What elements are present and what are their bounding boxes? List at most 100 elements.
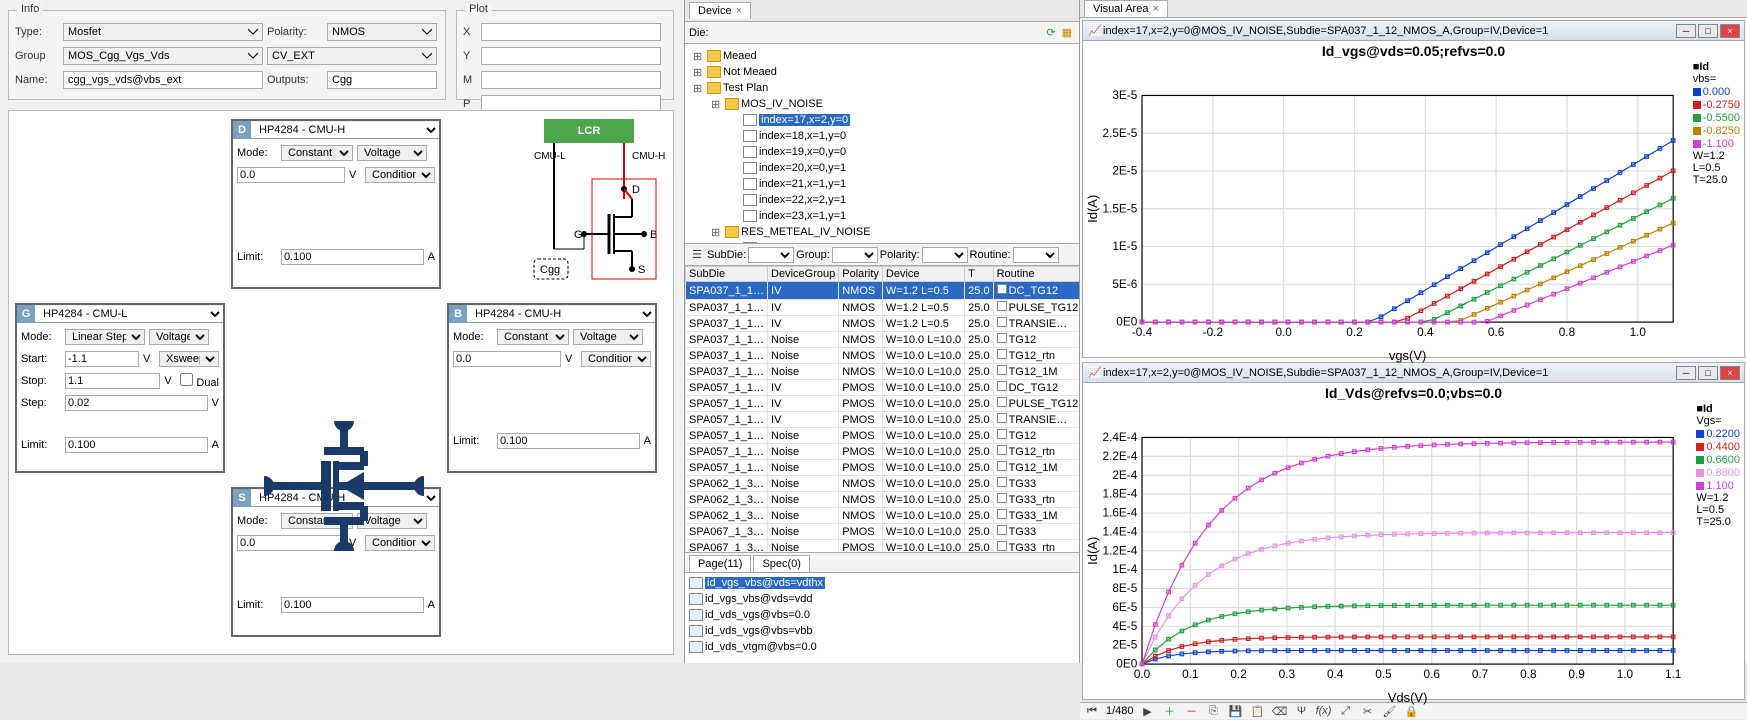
b-limit[interactable] (497, 433, 640, 449)
table-row[interactable]: SPA057_1_1…IVPMOSW=10.0 L=10.025.0PULSE_… (686, 396, 1080, 412)
page-tab[interactable]: Page(11) (689, 555, 751, 572)
table-row[interactable]: SPA057_1_1…NoisePMOSW=10.0 L=10.025.0TG1… (686, 428, 1080, 444)
table-row[interactable]: SPA057_1_1…NoisePMOSW=10.0 L=10.025.0TG1… (686, 444, 1080, 460)
col-header[interactable]: DeviceGroup (768, 267, 839, 282)
refresh-icon[interactable]: ⟳ (1043, 25, 1059, 41)
g-step[interactable] (65, 395, 208, 411)
table-row[interactable]: SPA067_1_3…NoisePMOSW=10.0 L=10.025.0TG3… (686, 540, 1080, 554)
page-item[interactable]: id_vds_vgs@vbs=vbb (689, 623, 1075, 639)
d-mode[interactable]: Constant (281, 145, 353, 161)
polarity-filter[interactable] (922, 247, 968, 263)
tree-item[interactable]: index=20,x=0,y=1 (689, 160, 1075, 176)
close-icon[interactable]: × (736, 5, 742, 17)
terminal-d: DHP4284 - CMU-H Mode:ConstantVoltage VCo… (231, 119, 441, 289)
svg-text:0E0: 0E0 (1116, 315, 1137, 329)
col-header[interactable]: Routine (993, 267, 1079, 282)
d-vtype[interactable]: Voltage (357, 145, 427, 161)
name-input[interactable] (63, 71, 263, 89)
tree-item[interactable]: ⊞ Test Plan (689, 80, 1075, 96)
svg-text:2.5E-5: 2.5E-5 (1103, 126, 1138, 140)
filter-icon[interactable]: ☰ (689, 247, 705, 263)
chart2-plot[interactable]: 0.00.10.20.30.40.50.60.70.80.91.01.10E02… (1083, 401, 1744, 717)
minimize-icon[interactable]: ─ (1676, 24, 1696, 38)
table-row[interactable]: SPA037_1_1…NoiseNMOSW=10.0 L=10.025.0TG1… (686, 332, 1080, 348)
g-stop[interactable] (65, 373, 160, 389)
tree-item[interactable]: ⊞ MOS_IV_NOISE (689, 96, 1075, 112)
table-row[interactable]: SPA037_1_1…IVNMOSW=1.2 L=0.525.0TRANSIE… (686, 316, 1080, 332)
term-g-inst[interactable]: HP4284 - CMU-L (35, 306, 223, 322)
col-header[interactable]: T (965, 267, 993, 282)
col-header[interactable]: Device (882, 267, 964, 282)
page-item[interactable]: id_vds_vtgm@vbs=0.0 (689, 639, 1075, 655)
device-tree[interactable]: ⊞ Meaed⊞ Not Meaed⊞ Test Plan⊞ MOS_IV_NO… (685, 44, 1079, 244)
svg-text:1.5E-5: 1.5E-5 (1103, 201, 1138, 215)
x-input[interactable] (481, 23, 661, 41)
page-list[interactable]: id_vgs_vbs@vds=vdthxid_vgs_vbs@vds=vddid… (685, 573, 1079, 663)
page-item[interactable]: id_vds_vgs@vbs=0.0 (689, 607, 1075, 623)
subdie-filter[interactable] (748, 247, 794, 263)
table-row[interactable]: SPA037_1_1…IVNMOSW=1.2 L=0.525.0DC_TG12 (686, 282, 1080, 300)
svg-text:0.2: 0.2 (1230, 667, 1246, 681)
table-row[interactable]: SPA062_1_3…NoiseNMOSW=10.0 L=10.025.0TG3… (686, 476, 1080, 492)
m-input[interactable] (481, 71, 661, 89)
g-sweep[interactable]: Xsweep (159, 351, 219, 367)
tree-item[interactable]: ⊞ RES_METEAL_IV_NOISE (689, 224, 1075, 240)
close-icon[interactable]: × (1720, 24, 1740, 38)
table-row[interactable]: SPA057_1_1…IVPMOSW=10.0 L=10.025.0DC_TG1… (686, 380, 1080, 396)
group-filter[interactable] (832, 247, 878, 263)
g-limit[interactable] (65, 437, 208, 453)
table-row[interactable]: SPA057_1_1…IVPMOSW=10.0 L=10.025.0TRANSI… (686, 412, 1080, 428)
tree-item[interactable]: index=18,x=1,y=0 (689, 128, 1075, 144)
outputs-input[interactable] (327, 71, 437, 89)
table-row[interactable]: SPA067_1_3…NoisePMOSW=10.0 L=10.025.0TG3… (686, 524, 1080, 540)
b-cond[interactable]: Condition (581, 351, 651, 367)
spec-tab[interactable]: Spec(0) (753, 555, 810, 572)
b-value[interactable] (453, 351, 561, 367)
d-limit[interactable] (281, 249, 424, 265)
tree-item[interactable]: index=19,x=0,y=0 (689, 144, 1075, 160)
term-d-inst[interactable]: HP4284 - CMU-H (251, 122, 439, 138)
tree-item[interactable]: ⊞ Not Meaed (689, 64, 1075, 80)
y-input[interactable] (481, 47, 661, 65)
device-tab[interactable]: Device× (689, 2, 751, 19)
term-b-inst[interactable]: HP4284 - CMU-H (467, 306, 655, 322)
close-icon[interactable]: × (1152, 3, 1158, 15)
group-select[interactable]: MOS_Cgg_Vgs_Vds (63, 47, 263, 65)
type-select[interactable]: Mosfet (63, 23, 263, 41)
table-row[interactable]: SPA037_1_1…IVNMOSW=1.2 L=0.525.0PULSE_TG… (686, 300, 1080, 316)
group2-select[interactable]: CV_EXT (267, 47, 437, 65)
d-cond[interactable]: Condition (365, 167, 435, 183)
polarity-select[interactable]: NMOS (327, 23, 437, 41)
page-item[interactable]: id_vgs_vbs@vds=vdthx (689, 575, 1075, 591)
table-row[interactable]: SPA037_1_1…NoiseNMOSW=10.0 L=10.025.0TG1… (686, 364, 1080, 380)
tree-item[interactable]: index=23,x=1,y=1 (689, 208, 1075, 224)
chart1-plot[interactable]: -0.4-0.20.00.20.40.60.81.00E05E-61E-51.5… (1083, 59, 1744, 375)
b-mode[interactable]: Constant (497, 329, 569, 345)
d-value[interactable] (237, 167, 345, 183)
col-header[interactable]: SubDie (686, 267, 768, 282)
tree-item[interactable]: ⊞ Meaed (689, 48, 1075, 64)
g-mode[interactable]: Linear Step (65, 329, 145, 345)
table-row[interactable]: SPA062_1_3…NoiseNMOSW=10.0 L=10.025.0TG3… (686, 492, 1080, 508)
g-vtype[interactable]: Voltage (149, 329, 209, 345)
g-start[interactable] (65, 351, 139, 367)
tree-item[interactable]: index=17,x=2,y=0 (689, 112, 1075, 128)
tree-item[interactable]: index=21,x=1,y=1 (689, 176, 1075, 192)
device-table[interactable]: SubDieDeviceGroupPolarityDeviceTRoutineQ… (685, 266, 1079, 553)
visual-tab[interactable]: Visual Area× (1084, 0, 1168, 17)
col-header[interactable]: Polarity (839, 267, 883, 282)
page-item[interactable]: id_vgs_vbs@vds=vdd (689, 591, 1075, 607)
b-vtype[interactable]: Voltage (573, 329, 643, 345)
table-row[interactable]: SPA062_1_3…NoiseNMOSW=10.0 L=10.025.0TG3… (686, 508, 1080, 524)
table-row[interactable]: SPA057_1_1…NoisePMOSW=10.0 L=10.025.0TG1… (686, 460, 1080, 476)
terminal-g: GHP4284 - CMU-L Mode:Linear StepVoltage … (15, 303, 225, 473)
grid-icon[interactable]: ▦ (1059, 25, 1075, 41)
maximize-icon[interactable]: □ (1698, 24, 1718, 38)
svg-text:4E-5: 4E-5 (1112, 619, 1137, 633)
svg-text:1.2E-4: 1.2E-4 (1103, 543, 1138, 557)
table-row[interactable]: SPA037_1_1…NoiseNMOSW=10.0 L=10.025.0TG1… (686, 348, 1080, 364)
tree-item[interactable]: index=22,x=2,y=1 (689, 192, 1075, 208)
g-dual[interactable]: Dual (180, 373, 219, 389)
routine-filter[interactable] (1013, 247, 1059, 263)
s-limit[interactable] (281, 597, 424, 613)
